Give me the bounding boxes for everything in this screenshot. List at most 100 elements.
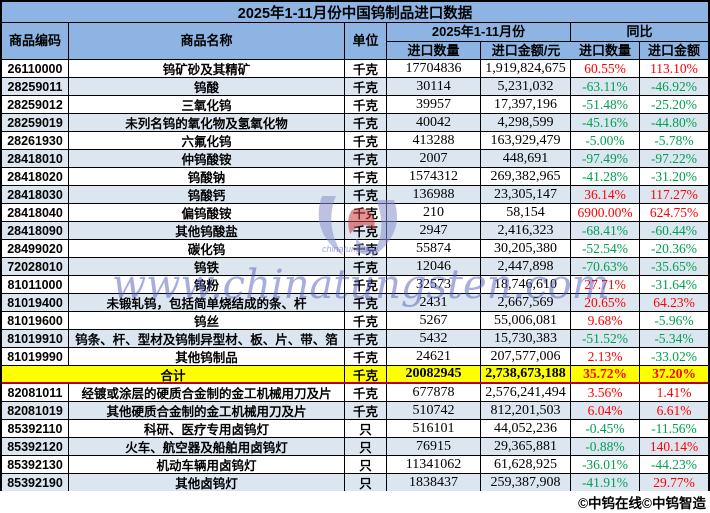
cell-unit: 只: [345, 456, 387, 474]
cell-import-amount: 58,154: [481, 204, 571, 222]
column-group-period: 2025年1-11月份: [387, 23, 571, 42]
cell-yoy-amount: -35.65%: [640, 258, 708, 276]
table-row: 28499020 碳化钨 千克 55874 30,205,380 -52.54% -20.3…: [2, 240, 708, 258]
table-body: 26110000 钨矿砂及其精矿 千克 17704836 1,919,824,675 60…: [2, 60, 708, 492]
cell-code: 82081019: [2, 402, 69, 420]
cell-yoy-qty: -0.88%: [571, 438, 640, 456]
cell-import-qty: 32573: [387, 276, 481, 294]
cell-yoy-qty: 6.04%: [571, 402, 640, 420]
cell-import-amount: 2,667,569: [481, 294, 571, 312]
cell-import-amount: 2,738,673,188: [481, 366, 571, 382]
cell-yoy-qty: 27.71%: [571, 276, 640, 294]
cell-yoy-amount: -5.78%: [640, 132, 708, 150]
cell-yoy-amount: 37.20%: [652, 366, 696, 381]
cell-code: 81011000: [2, 276, 69, 294]
cell-import-qty: 516101: [387, 420, 481, 438]
cell-name: 钨酸钙: [69, 186, 345, 204]
cell-import-amount: 23,305,147: [481, 186, 571, 204]
cell-import-amount: 207,577,006: [481, 348, 571, 366]
cell-import-qty: 2431: [387, 294, 481, 312]
table-row: 81019400 未锻轧钨，包括简单烧结成的条、杆 千克 2431 2,667,569 2…: [2, 294, 708, 312]
table-row: 85392110 科研、医疗专用卤钨灯只 516101 44,052,236 -0.45…: [2, 420, 708, 438]
table-row: 82081019 其他硬质合金制的金工机械用刀及片 千克 510742 812,201,…: [2, 402, 708, 420]
column-header-amount: 进口金额/元: [481, 42, 571, 60]
cell-import-amount: 17,397,196: [481, 96, 571, 114]
cell-code: 28259012: [2, 96, 69, 114]
cell-import-qty: 76915: [387, 438, 481, 456]
cell-yoy-qty: 2.13%: [571, 348, 640, 366]
cell-yoy-qty: -68.41%: [571, 222, 640, 240]
cell-code: 81019910: [2, 330, 69, 348]
table-header: 商品编码 商品名称 单位 2025年1-11月份 同比 进口数量 进口金额/元 …: [2, 23, 708, 60]
cell-yoy-qty: -97.49%: [571, 150, 640, 168]
cell-import-amount: 44,052,236: [481, 420, 571, 438]
cell-import-amount: 2,416,323: [481, 222, 571, 240]
cell-code: 28418010: [2, 150, 69, 168]
cell-yoy-amount: 1.41%: [640, 384, 708, 402]
total-row: 合计 千克 20082945 2,738,673,188 35.72% 37.20%: [2, 366, 708, 384]
cell-yoy-amount: -46.92%: [640, 78, 708, 96]
cell-code: 85392130: [2, 456, 69, 474]
cell-yoy-amount: -44.80%: [640, 114, 708, 132]
cell-name: 科研、医疗专用卤钨灯: [69, 420, 345, 438]
cell-import-amount: 30,205,380: [481, 240, 571, 258]
table-row: 82081011 经镀或涂层的硬质合金制的金工机械用刀及片 千克 677878 2,57…: [2, 384, 708, 402]
cell-yoy-amount: -33.02%: [640, 348, 708, 366]
table-row: 72028010 钨铁 千克 12046 2,447,898 -70.63% -35.65%: [2, 258, 708, 276]
cell-import-amount: 259,387,908: [481, 474, 571, 492]
cell-import-qty: 20082945: [387, 366, 481, 382]
cell-yoy-qty: 35.72%: [571, 366, 640, 382]
cell-code: 85392190: [2, 474, 69, 492]
cell-yoy-qty: -41.91%: [571, 474, 640, 492]
cell-code: 28259011: [2, 78, 69, 96]
cell-name: 火车、航空器及船舶用卤钨灯: [69, 438, 345, 456]
cell-name: 钨酸钠: [69, 168, 345, 186]
cell-name: 六氟化钨: [69, 132, 345, 150]
table-row: 26110000 钨矿砂及其精矿 千克 17704836 1,919,824,675 60…: [2, 60, 708, 78]
cell-total-label: 合计: [2, 366, 345, 382]
cell-import-qty: 5432: [387, 330, 481, 348]
cell-unit: 千克: [345, 222, 387, 240]
cell-yoy-amount: 624.75%: [640, 204, 708, 222]
cell-import-amount: 2,576,241,494: [481, 384, 571, 402]
table-row: 28418040 偏钨酸铵 千克 210 58,154 6900.00% 624.75%: [2, 204, 708, 222]
table-row: 28259011 钨酸 千克 30114 5,231,032 -63.11% -46.92%: [2, 78, 708, 96]
cell-unit: 千克: [345, 330, 387, 348]
cell-unit: 千克: [345, 276, 387, 294]
cell-name: 钨粉: [69, 276, 345, 294]
cell-yoy-amount: -44.23%: [640, 456, 708, 474]
cell-name: 未列名钨的氧化物及氢氧化物: [69, 114, 345, 132]
cell-import-amount: 448,691: [481, 150, 571, 168]
cell-unit: 千克: [345, 96, 387, 114]
cell-unit: 千克: [345, 204, 387, 222]
cell-yoy-amount: -97.22%: [640, 150, 708, 168]
cell-unit: 千克: [345, 348, 387, 366]
column-header-name: 商品名称: [69, 23, 345, 60]
cell-unit: 千克: [345, 168, 387, 186]
cell-name: 其他卤钨灯: [69, 474, 345, 492]
cell-unit: 千克: [345, 402, 387, 420]
table-row: 85392130 机动车辆用卤钨灯只 11341062 61,628,925 -36.0…: [2, 456, 708, 474]
cell-yoy-qty: -0.45%: [571, 420, 640, 438]
table-row: 28261930 六氟化钨 千克 413288 163,929,479 -5.00% -5.…: [2, 132, 708, 150]
import-data-table: 2025年1-11月份中国钨制品进口数据 商品编码 商品名称 单位 2025年1…: [0, 0, 710, 492]
cell-import-amount: 18,746,610: [481, 276, 571, 294]
cell-import-qty: 2947: [387, 222, 481, 240]
cell-unit: 千克: [345, 240, 387, 258]
cell-unit: 千克: [345, 258, 387, 276]
cell-name: 钨矿砂及其精矿: [69, 60, 345, 78]
cell-import-amount: 2,447,898: [481, 258, 571, 276]
cell-import-qty: 17704836: [387, 60, 481, 78]
cell-yoy-qty: -51.52%: [571, 330, 640, 348]
cell-yoy-amount: -31.20%: [640, 168, 708, 186]
table-row: 28418090 其他钨酸盐 千克 2947 2,416,323 -68.41% -60.4…: [2, 222, 708, 240]
cell-code: 28418090: [2, 222, 69, 240]
cell-code: 85392110: [2, 420, 69, 438]
cell-import-qty: 2007: [387, 150, 481, 168]
cell-code: 26110000: [2, 60, 69, 78]
cell-import-qty: 5267: [387, 312, 481, 330]
table-row: 85392120 火车、航空器及船舶用卤钨灯只 76915 29,365,881 -0.…: [2, 438, 708, 456]
cell-import-amount: 61,628,925: [481, 456, 571, 474]
cell-name: 经镀或涂层的硬质合金制的金工机械用刀及片: [69, 384, 345, 402]
cell-import-qty: 55874: [387, 240, 481, 258]
